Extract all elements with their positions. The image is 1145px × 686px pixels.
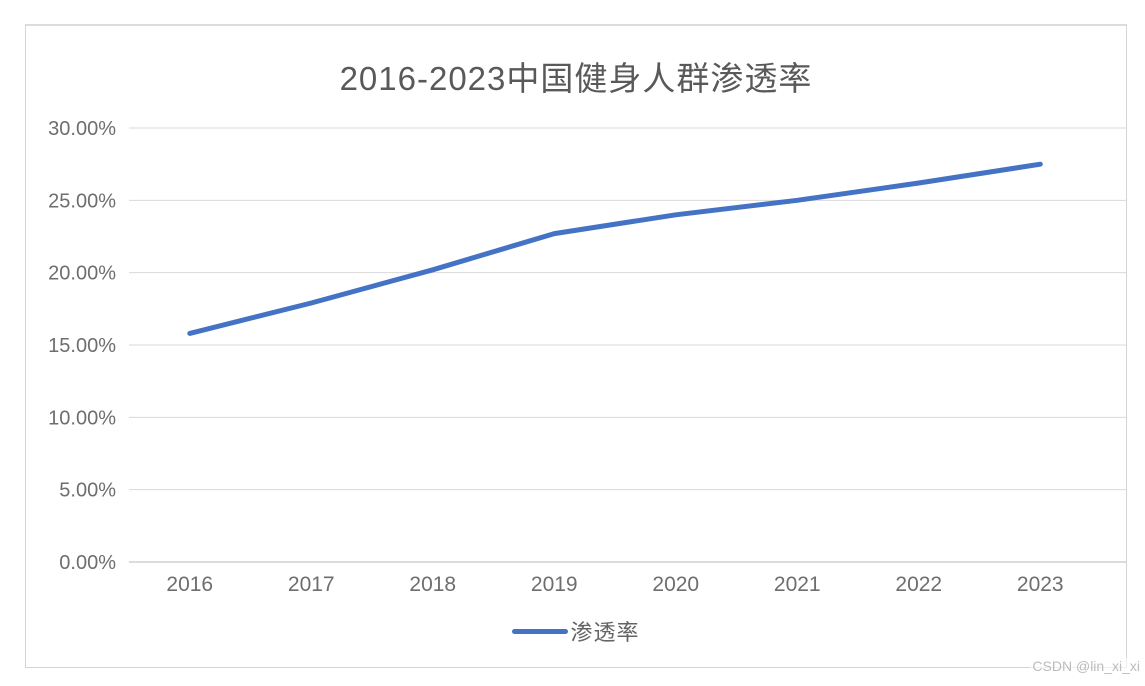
line-chart-plot: 0.00% 5.00% 10.00% 15.00% 20.00% 25.00% 30.00%… <box>48 118 1126 596</box>
legend: 渗透率 <box>26 615 1126 647</box>
x-tick-label: 2017 <box>288 573 335 596</box>
x-tick-label: 2023 <box>1017 573 1064 596</box>
x-tick-label: 2022 <box>895 573 942 596</box>
y-tick-label: 30.00% <box>48 118 116 140</box>
x-tick-label: 2016 <box>166 573 213 596</box>
y-tick-label: 10.00% <box>48 407 116 429</box>
legend-series-label: 渗透率 <box>570 620 640 645</box>
y-tick-label: 5.00% <box>59 480 116 502</box>
watermark: CSDN @lin_xi_xi <box>1030 658 1142 674</box>
y-tick-label: 15.00% <box>48 335 116 357</box>
legend-line-swatch <box>512 628 569 634</box>
y-tick-label: 0.00% <box>59 552 116 574</box>
y-tick-label: 20.00% <box>48 263 116 285</box>
chart-title: 2016-2023中国健身人群渗透率 <box>339 60 813 97</box>
chart-frame: 2016-2023中国健身人群渗透率 0.00% 5.00% 10.00% 15.00… <box>25 24 1127 668</box>
series-line <box>187 161 1043 336</box>
y-tick-label: 25.00% <box>48 190 116 212</box>
x-tick-label: 2019 <box>531 573 578 596</box>
x-tick-label: 2021 <box>774 573 821 596</box>
x-tick-label: 2018 <box>409 573 456 596</box>
x-tick-label: 2020 <box>652 573 699 596</box>
